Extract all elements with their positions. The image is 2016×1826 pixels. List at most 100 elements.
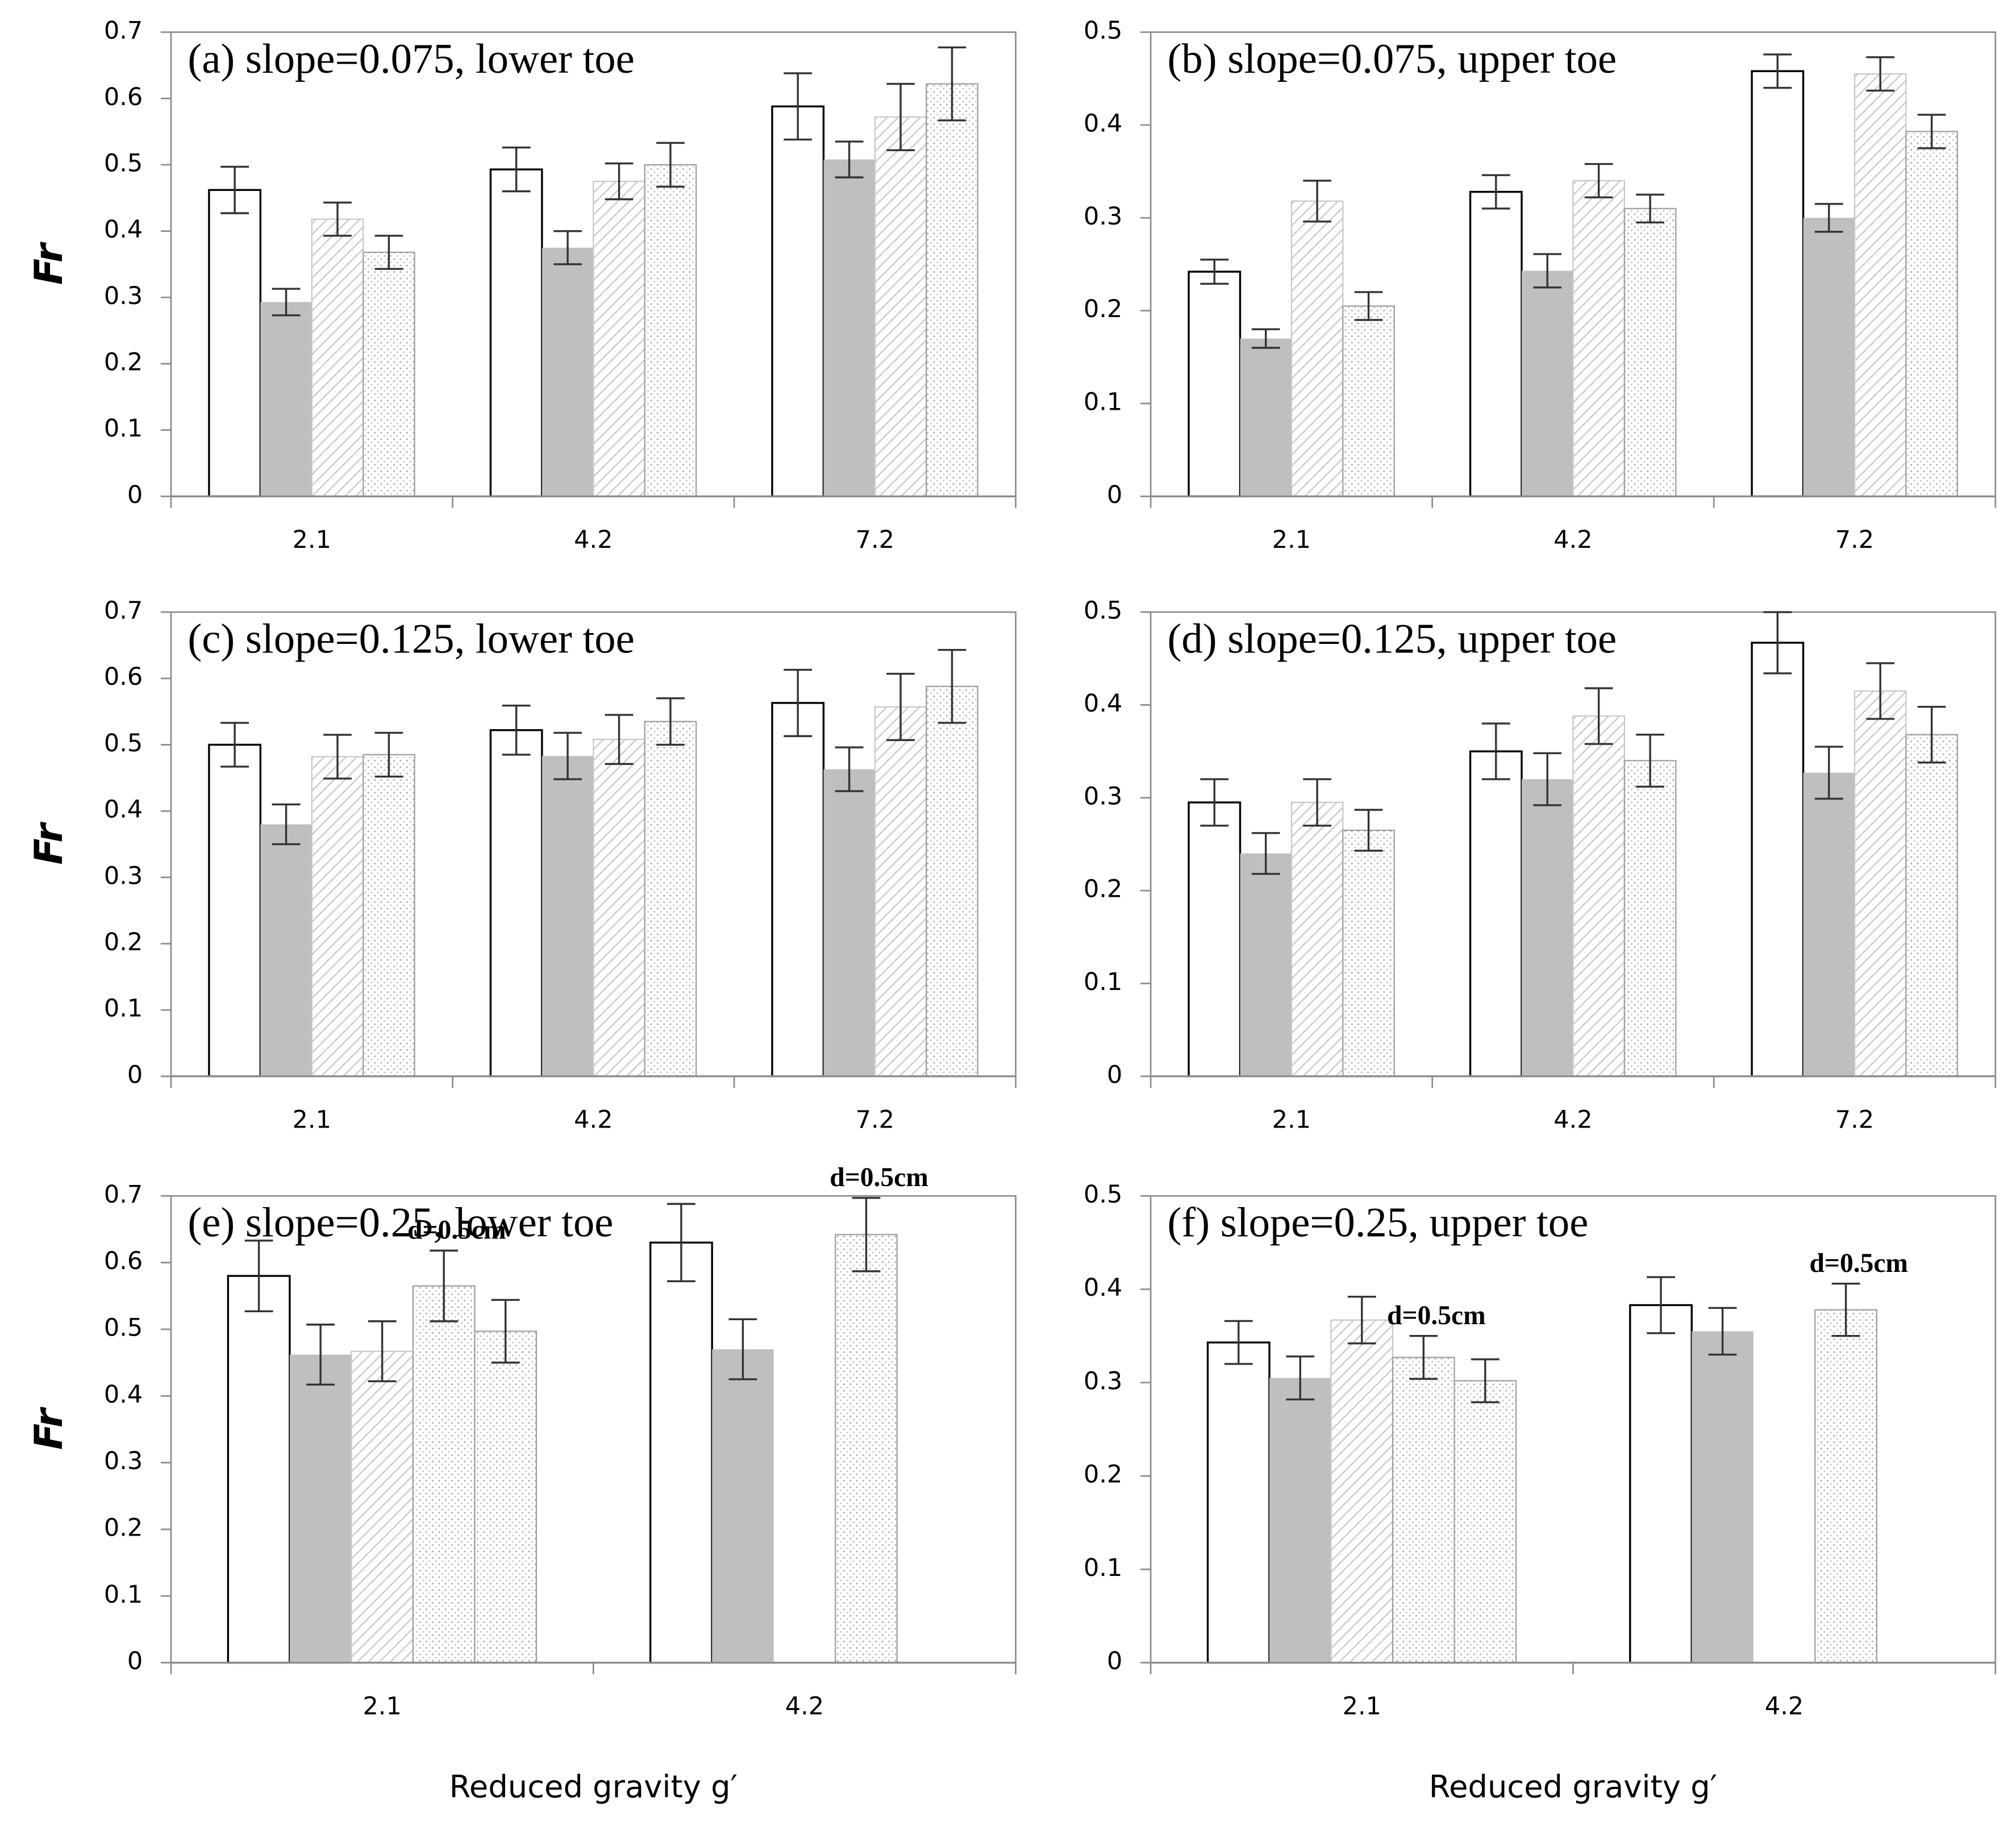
y-tick-label: 0 [1107,1647,1122,1675]
y-tick-label: 0 [1107,481,1122,509]
bar [1290,801,1344,1077]
error-bar [1471,1358,1499,1404]
bar [1240,338,1292,497]
x-tick-label: 7.2 [1835,526,1874,554]
error-bar [1647,1276,1675,1334]
bar [1342,305,1395,497]
y-tick-label: 0.3 [104,282,143,310]
y-tick-label: 0.2 [1084,295,1122,323]
x-tick-label: 2.1 [1272,526,1311,554]
error-bar [1303,778,1332,827]
panel: 0 0.1 0.2 0.3 0.4 0.5 2.1 d=0.5cm 4.2 d=0.5cm (f) … [1084,1180,1997,1805]
bar [1629,1304,1693,1664]
x-tick-label: 4.2 [785,1692,824,1720]
panel-title: (c) slope=0.125, lower toe [188,615,634,662]
bar [874,706,927,1077]
x-tick-label: 4.2 [1765,1692,1803,1720]
x-tick-label: 2.1 [1272,1106,1311,1134]
y-tick-label: 0.2 [1084,875,1122,904]
bar [1692,1331,1753,1663]
error-bar [430,1249,459,1322]
error-bar [272,288,301,317]
bar [363,251,415,497]
error-bar [1251,328,1280,349]
error-bar [1251,832,1280,875]
bar [208,189,262,498]
error-bar [605,162,634,201]
x-tick-label: 2.1 [363,1692,401,1720]
bar [1188,801,1242,1078]
y-tick-label: 0.4 [104,1380,143,1409]
bar [1290,200,1344,497]
bar [926,83,978,497]
error-bar [886,82,915,151]
y-tick-label: 0.2 [1084,1461,1122,1489]
error-bar [1831,1283,1860,1337]
error-bar [852,1197,881,1272]
series-label: d=0.5cm [1387,1301,1486,1330]
bar [1623,760,1677,1077]
y-tick-label: 0.3 [104,1447,143,1475]
y-tick-label: 0.1 [104,414,143,443]
error-bar [553,230,582,265]
bar [1905,131,1958,497]
error-bar [374,731,403,778]
bar [644,721,697,1077]
series-label: d=0.5cm [407,1216,506,1245]
y-axis-label: Fr [27,242,72,285]
y-tick-label: 0.7 [104,1180,143,1209]
panel-title: (d) slope=0.125, upper toe [1168,615,1617,662]
x-axis-label: Reduced gravity g′ [1429,1769,1717,1805]
panel: 0 0.1 0.2 0.3 0.4 0.5 0.6 0.7 2.1 d=0.5cm 4.2 d=0.5… [27,1163,1017,1805]
panel: 0 0.1 0.2 0.3 0.4 0.5 2.1 4.2 7.2 (d) slope=0.125… [1084,597,1997,1134]
y-tick-label: 0.4 [1084,109,1122,138]
bar [1803,218,1855,497]
bar [227,1275,291,1664]
bar [593,738,645,1077]
error-bar [1533,752,1562,806]
y-tick-label: 0.4 [104,215,143,244]
y-tick-label: 0 [127,1060,143,1089]
bar [489,168,543,498]
panel-title: (b) slope=0.075, upper toe [1168,35,1617,82]
error-bar [1224,1320,1253,1365]
error-bar [502,146,531,193]
error-bar [491,1299,520,1364]
panel: 0 0.1 0.2 0.3 0.4 0.5 2.1 4.2 7.2 (b) slope=0.075… [1084,16,1997,554]
bar [1814,1309,1878,1663]
bar [289,1354,352,1663]
x-tick-label: 7.2 [856,1106,894,1134]
y-tick-label: 0.4 [1084,689,1122,718]
error-bar [1481,174,1510,210]
error-bar [1763,611,1792,675]
error-bar [323,201,352,237]
bar [926,685,978,1077]
error-bar [1303,180,1332,223]
error-bar [656,697,685,746]
error-bar [1763,53,1792,89]
x-tick-label: 4.2 [574,526,613,554]
error-bar [728,1318,757,1380]
error-bar [306,1324,335,1386]
panel-title: (f) slope=0.25, upper toe [1168,1199,1589,1246]
bar [1623,207,1677,497]
y-axis-label: Fr [27,822,72,865]
bar [1392,1357,1455,1663]
y-tick-label: 0.5 [1084,1180,1122,1209]
error-bar [553,731,582,780]
y-tick-label: 0.5 [104,1313,143,1342]
y-tick-label: 0.5 [104,149,143,177]
bar [542,756,594,1076]
error-bar [1708,1307,1737,1356]
error-bar [368,1320,397,1383]
error-bar [1584,687,1613,745]
panel-title: (a) slope=0.075, lower toe [188,35,634,82]
x-tick-label: 2.1 [293,1106,331,1134]
bar [1751,642,1805,1078]
bar [874,116,927,497]
x-tick-label: 2.1 [293,526,331,554]
error-bar [220,165,249,214]
error-bar [938,46,967,122]
